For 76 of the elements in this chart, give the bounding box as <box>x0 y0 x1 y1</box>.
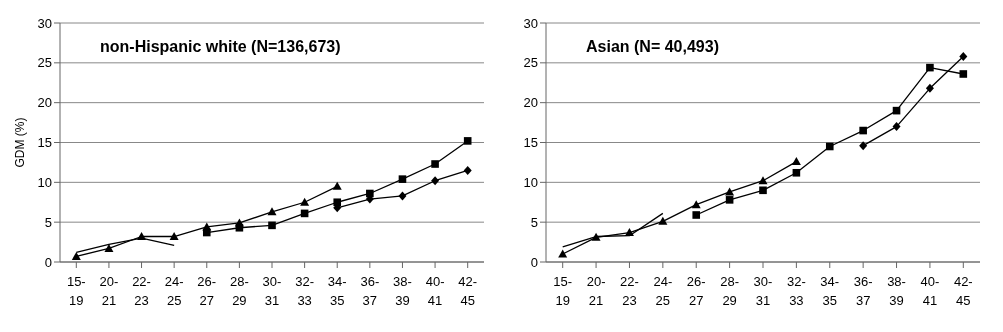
point <box>758 176 768 185</box>
text: non-Hispanic white (N=136,673) <box>100 38 341 56</box>
x-tick-label: 15-19 <box>66 274 86 308</box>
point <box>431 176 440 186</box>
point <box>792 168 801 177</box>
point <box>725 196 734 204</box>
x-tick-label: 22-23 <box>620 274 639 308</box>
y-tick-label: 5 <box>44 214 52 230</box>
x-tick-label: 24-25 <box>164 274 184 308</box>
y-tick-label: 0 <box>530 254 538 270</box>
y-tick-label: 5 <box>530 214 538 230</box>
point <box>300 197 310 206</box>
text: Asian (N= 40,493) <box>586 38 719 56</box>
point <box>825 142 834 151</box>
point <box>692 211 701 219</box>
y-axis-title: GDM (%) <box>13 117 28 168</box>
x-tick-label: 32-33 <box>295 274 315 308</box>
x-tick-label: 38-39 <box>393 274 412 308</box>
point <box>202 228 211 237</box>
point <box>624 228 634 237</box>
y-tick-label: 0 <box>44 254 52 270</box>
y-tick-label: 30 <box>523 15 538 31</box>
point <box>169 232 179 241</box>
point <box>691 200 701 209</box>
x-tick-label: 20-21 <box>99 274 119 308</box>
x-tick-label: 42-45 <box>458 274 478 308</box>
point <box>235 223 244 232</box>
point <box>333 198 342 207</box>
point <box>137 232 147 241</box>
y-tick-label: 10 <box>523 174 538 190</box>
x-tick-label: 34-35 <box>820 274 840 308</box>
point <box>926 63 934 72</box>
x-tick-label: 36-37 <box>853 274 873 308</box>
point <box>925 83 934 93</box>
x-tick-label: 32-33 <box>786 274 806 308</box>
y-tick-label: 25 <box>37 55 52 71</box>
point <box>859 126 867 135</box>
point <box>431 160 439 168</box>
point <box>658 216 668 225</box>
point <box>268 221 276 230</box>
point <box>398 191 407 201</box>
point <box>463 165 472 175</box>
y-tick-label: 30 <box>37 15 52 31</box>
x-tick-label: 36-37 <box>360 274 380 308</box>
point <box>759 186 767 195</box>
x-tick-label: 26-27 <box>197 274 217 308</box>
x-tick-label: 26-27 <box>686 274 706 308</box>
x-tick-label: 40-41 <box>425 274 445 308</box>
x-tick-label: 28-29 <box>720 274 740 308</box>
x-tick-label: 40-41 <box>920 274 940 308</box>
point <box>332 181 342 190</box>
x-tick-label: 38-39 <box>887 274 906 308</box>
x-tick-label: 34-35 <box>327 274 347 308</box>
point <box>558 249 568 258</box>
y-tick-label: 25 <box>523 55 538 71</box>
x-tick-label: 42-45 <box>953 274 973 308</box>
point <box>463 137 472 145</box>
x-tick-label: 22-23 <box>132 274 151 308</box>
point <box>71 251 81 260</box>
y-tick-label: 15 <box>37 135 52 151</box>
point <box>959 51 968 61</box>
y-tick-label: 20 <box>523 95 538 111</box>
x-tick-label: 15-19 <box>553 274 573 308</box>
point <box>892 122 901 132</box>
x-tick-label: 28-29 <box>229 274 249 308</box>
point <box>791 157 801 166</box>
point <box>398 175 407 183</box>
x-tick-label: 20-21 <box>586 274 606 308</box>
y-tick-label: 20 <box>37 95 52 111</box>
x-tick-label: 30-31 <box>262 274 282 308</box>
point <box>859 141 868 151</box>
x-tick-label: 30-31 <box>753 274 773 308</box>
y-tick-label: 15 <box>523 135 538 151</box>
y-tick-label: 10 <box>37 174 52 190</box>
point <box>959 70 968 78</box>
x-tick-label: 24-25 <box>653 274 673 308</box>
